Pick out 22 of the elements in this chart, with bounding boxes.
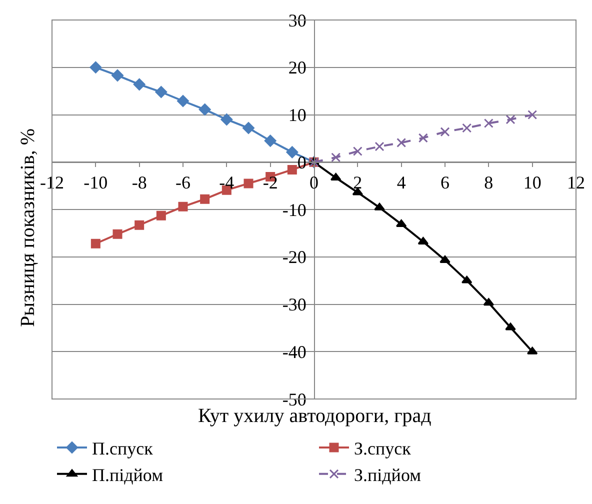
x-tick-label: 2 [353,172,362,193]
y-tick-label: -10 [282,200,306,220]
y-tick-label: -40 [282,342,306,362]
y-axis-title: Рызниця показників, % [17,128,40,327]
legend-label: П.спуск [92,438,154,459]
legend-label: З.спуск [354,438,412,459]
y-tick-label: 10 [288,105,306,126]
x-tick-label: 8 [484,172,494,193]
legend-label: З.підйом [354,464,421,485]
x-tick-label: -8 [132,172,147,193]
x-axis-title: Кут ухилу автодороги, град [198,405,432,427]
x-tick-label: -10 [84,172,108,193]
legend-label: П.підйом [92,464,163,485]
x-tick-label: 10 [523,172,542,193]
x-tick-label: 6 [440,172,450,193]
y-tick-label: -30 [282,294,306,315]
x-tick-label: -12 [40,172,64,193]
x-tick-label: 4 [396,172,406,193]
y-tick-label: -20 [282,247,306,268]
y-tick-label: 20 [288,58,306,78]
x-tick-label: -6 [176,172,190,193]
x-tick-label: 12 [567,172,585,193]
